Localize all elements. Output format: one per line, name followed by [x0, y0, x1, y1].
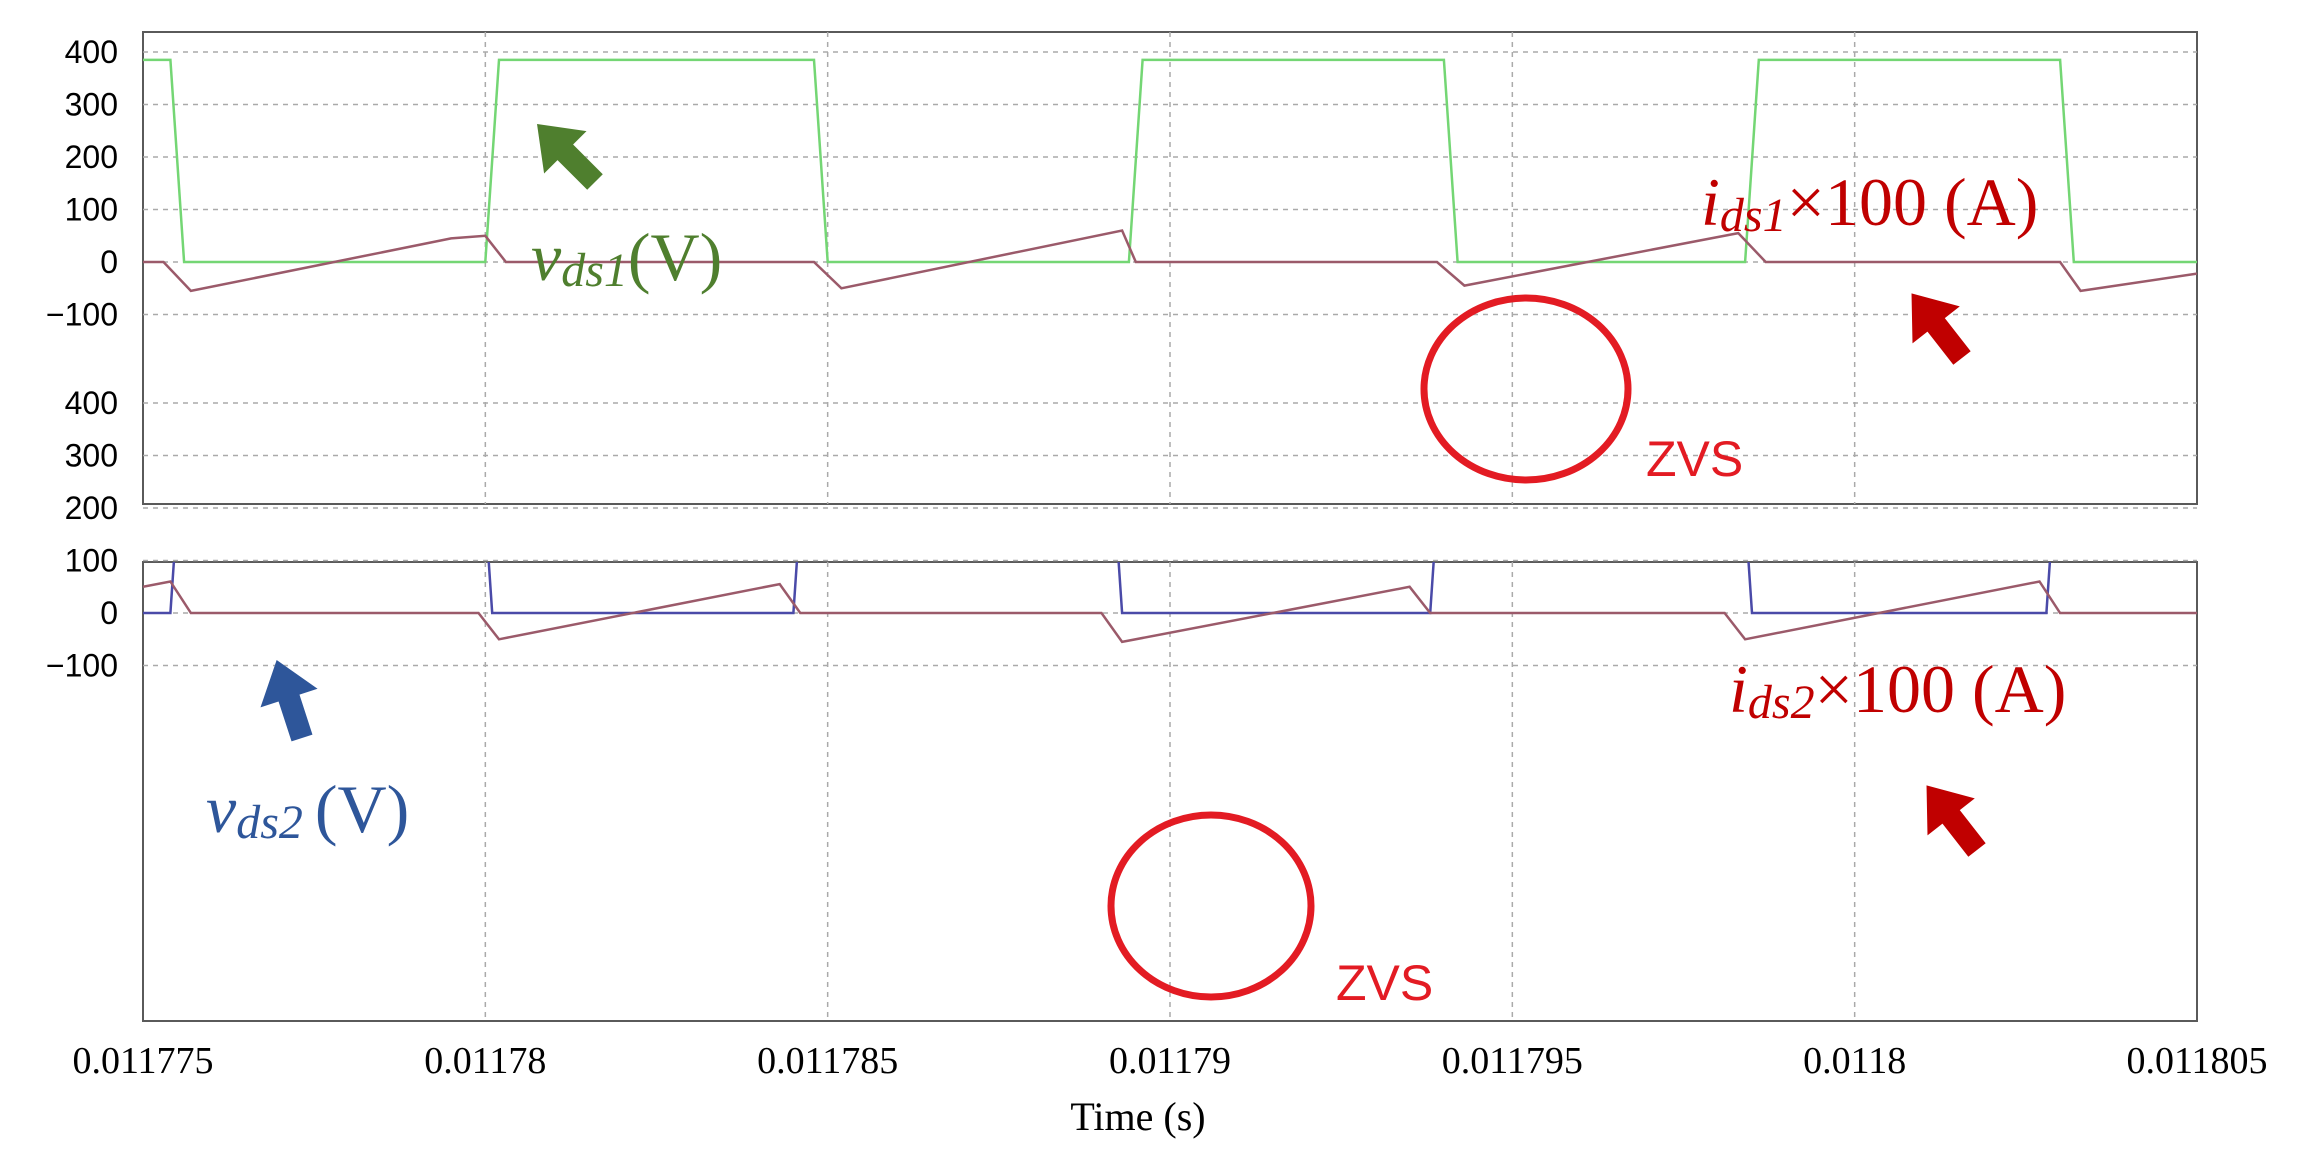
zvs-label-bottom: ZVS — [1336, 955, 1433, 1011]
ids2-arrow-icon — [1926, 785, 1986, 857]
x-tick-label: 0.01178 — [424, 1040, 546, 1082]
x-axis-label: Time (s) — [1070, 1094, 1205, 1139]
y-tick-label: −100 — [46, 648, 118, 684]
x-ticks: 0.011775 0.01178 0.011785 0.01179 0.011795 0.… — [72, 1040, 2267, 1082]
ids2-label: ids2×100 (A) — [1729, 651, 2066, 729]
y-tick-label: −100 — [46, 297, 118, 333]
y-tick-label: 400 — [65, 385, 118, 421]
x-tick-label: 0.011795 — [1442, 1040, 1583, 1082]
ids1-arrow-icon — [1911, 293, 1971, 365]
y-tick-label: 100 — [65, 192, 118, 228]
y-tick-label: 300 — [65, 438, 118, 474]
ids1-series-line — [143, 229, 2197, 293]
vds1-arrow-icon — [537, 124, 603, 190]
y-tick-label: 400 — [65, 34, 118, 70]
y-tick-label: 0 — [100, 244, 118, 280]
vds2-label: vds2 (V) — [206, 771, 409, 849]
ids2-series-line — [143, 580, 2197, 644]
y-tick-label: 100 — [65, 543, 118, 579]
zvs-circle-bottom — [1107, 811, 1315, 1001]
y-tick-label: 200 — [65, 139, 118, 175]
vds2-series-line — [143, 562, 2052, 615]
x-tick-label: 0.011775 — [72, 1040, 213, 1082]
x-tick-label: 0.011805 — [2126, 1040, 2267, 1082]
x-tick-label: 0.0118 — [1803, 1040, 1906, 1082]
vds1-label: vds1(V) — [531, 219, 722, 297]
y-tick-label: 0 — [100, 595, 118, 631]
zvs-label-top: ZVS — [1646, 431, 1743, 487]
x-tick-label: 0.011785 — [757, 1040, 898, 1082]
y-tick-label: 300 — [65, 87, 118, 123]
bottom-panel-y-ticks: 400 300 200 100 0 −100 — [46, 385, 118, 684]
zvs-circle-top — [1420, 294, 1632, 484]
vds2-arrow-icon — [260, 660, 318, 742]
x-tick-label: 0.01179 — [1109, 1040, 1231, 1082]
y-tick-label: 200 — [65, 490, 118, 526]
top-panel-y-ticks: 400 300 200 100 0 −100 — [46, 34, 118, 333]
ids1-label: ids1×100 (A) — [1701, 164, 2038, 242]
